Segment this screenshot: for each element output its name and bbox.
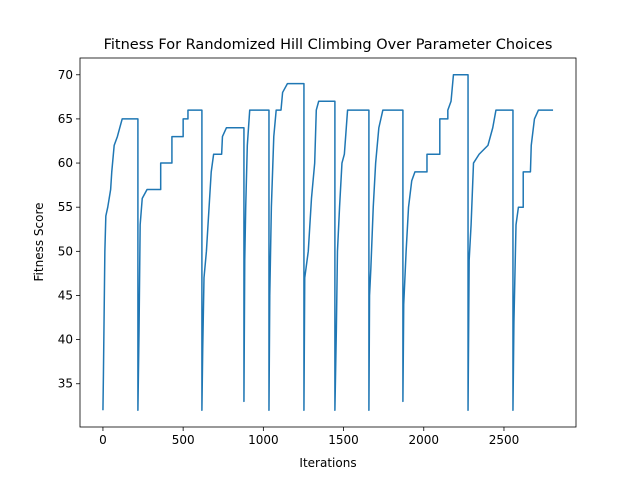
- chart-title: Fitness For Randomized Hill Climbing Ove…: [104, 37, 553, 53]
- plot-frame: [79, 57, 577, 428]
- x-axis-label: Iterations: [299, 456, 356, 470]
- data-line: [102, 74, 554, 411]
- x-tick-label: 1000: [248, 433, 279, 447]
- y-axis-label: Fitness Score: [32, 203, 46, 282]
- y-tick-label: 70: [58, 68, 73, 82]
- y-tick-label: 40: [58, 333, 73, 347]
- x-tick-label: 0: [99, 433, 107, 447]
- y-tick-label: 50: [58, 244, 73, 258]
- x-tick-label: 500: [172, 433, 195, 447]
- y-tick-label: 45: [58, 288, 73, 302]
- x-tick-label: 1500: [328, 433, 359, 447]
- y-tick-label: 65: [58, 112, 73, 126]
- x-tick-label: 2000: [408, 433, 439, 447]
- y-tick-label: 35: [58, 377, 73, 391]
- y-tick-label: 60: [58, 156, 73, 170]
- x-tick-label: 2500: [489, 433, 520, 447]
- y-tick-label: 55: [58, 200, 73, 214]
